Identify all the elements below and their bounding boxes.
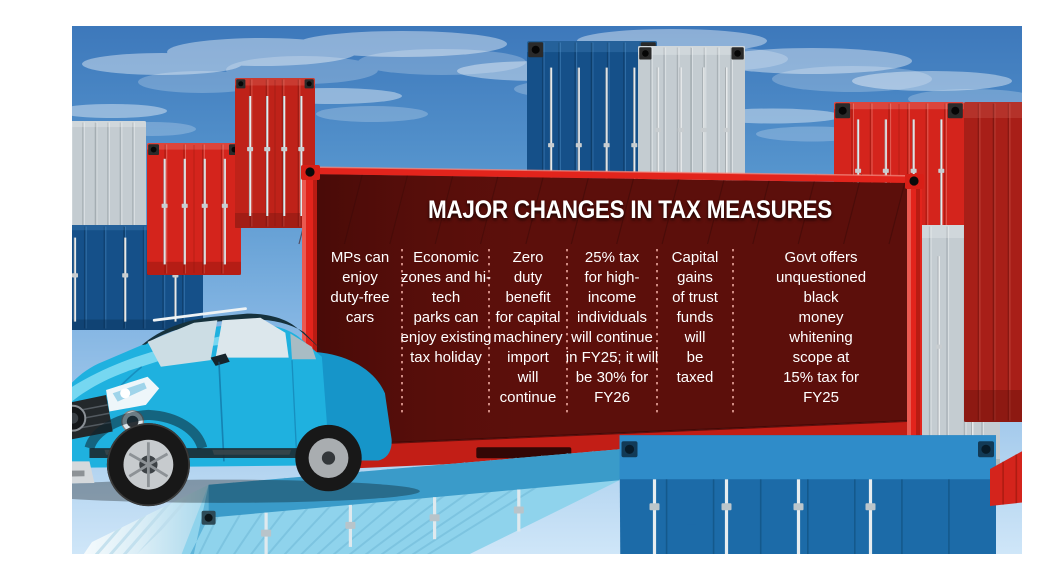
svg-text:Capital: Capital [672,249,719,266]
svg-text:benefit: benefit [505,289,551,306]
svg-text:be 30% for: be 30% for [576,369,649,386]
svg-text:for capital: for capital [495,309,560,326]
svg-text:25% tax: 25% tax [585,249,640,266]
svg-text:will: will [517,369,539,386]
svg-text:duty-free: duty-free [330,289,389,306]
svg-text:scope at: scope at [793,349,851,366]
svg-text:unquestioned: unquestioned [776,269,866,286]
svg-text:Economic: Economic [413,249,479,266]
svg-text:will continue: will continue [570,329,653,346]
svg-text:for high-: for high- [584,269,639,286]
svg-text:tech: tech [432,289,460,306]
svg-text:money: money [798,309,844,326]
svg-text:tax holiday: tax holiday [410,349,482,366]
svg-text:will: will [684,329,706,346]
svg-text:FY26: FY26 [594,389,630,406]
svg-text:gains: gains [677,269,713,286]
svg-text:continue: continue [500,389,557,406]
svg-text:MAJOR CHANGES IN TAX MEASURES: MAJOR CHANGES IN TAX MEASURES [428,196,832,224]
svg-text:in FY25; it will: in FY25; it will [566,349,659,366]
svg-text:Zero: Zero [513,249,544,266]
svg-text:FY25: FY25 [803,389,839,406]
svg-text:whitening: whitening [788,329,852,346]
svg-text:enjoy existing: enjoy existing [401,329,492,346]
svg-text:import: import [507,349,550,366]
svg-text:be: be [687,349,704,366]
svg-text:taxed: taxed [677,369,714,386]
svg-text:zones and hi-: zones and hi- [401,269,491,286]
svg-text:of trust: of trust [672,289,719,306]
svg-text:15% tax for: 15% tax for [783,369,859,386]
svg-text:income: income [588,289,636,306]
svg-text:parks can: parks can [413,309,478,326]
svg-text:MPs can: MPs can [331,249,389,266]
svg-text:Govt offers: Govt offers [784,249,857,266]
svg-text:funds: funds [677,309,714,326]
svg-text:machinery: machinery [493,329,563,346]
svg-text:enjoy: enjoy [342,269,378,286]
svg-text:cars: cars [346,309,374,326]
svg-text:individuals: individuals [577,309,647,326]
svg-text:black: black [803,289,839,306]
svg-text:duty: duty [514,269,543,286]
